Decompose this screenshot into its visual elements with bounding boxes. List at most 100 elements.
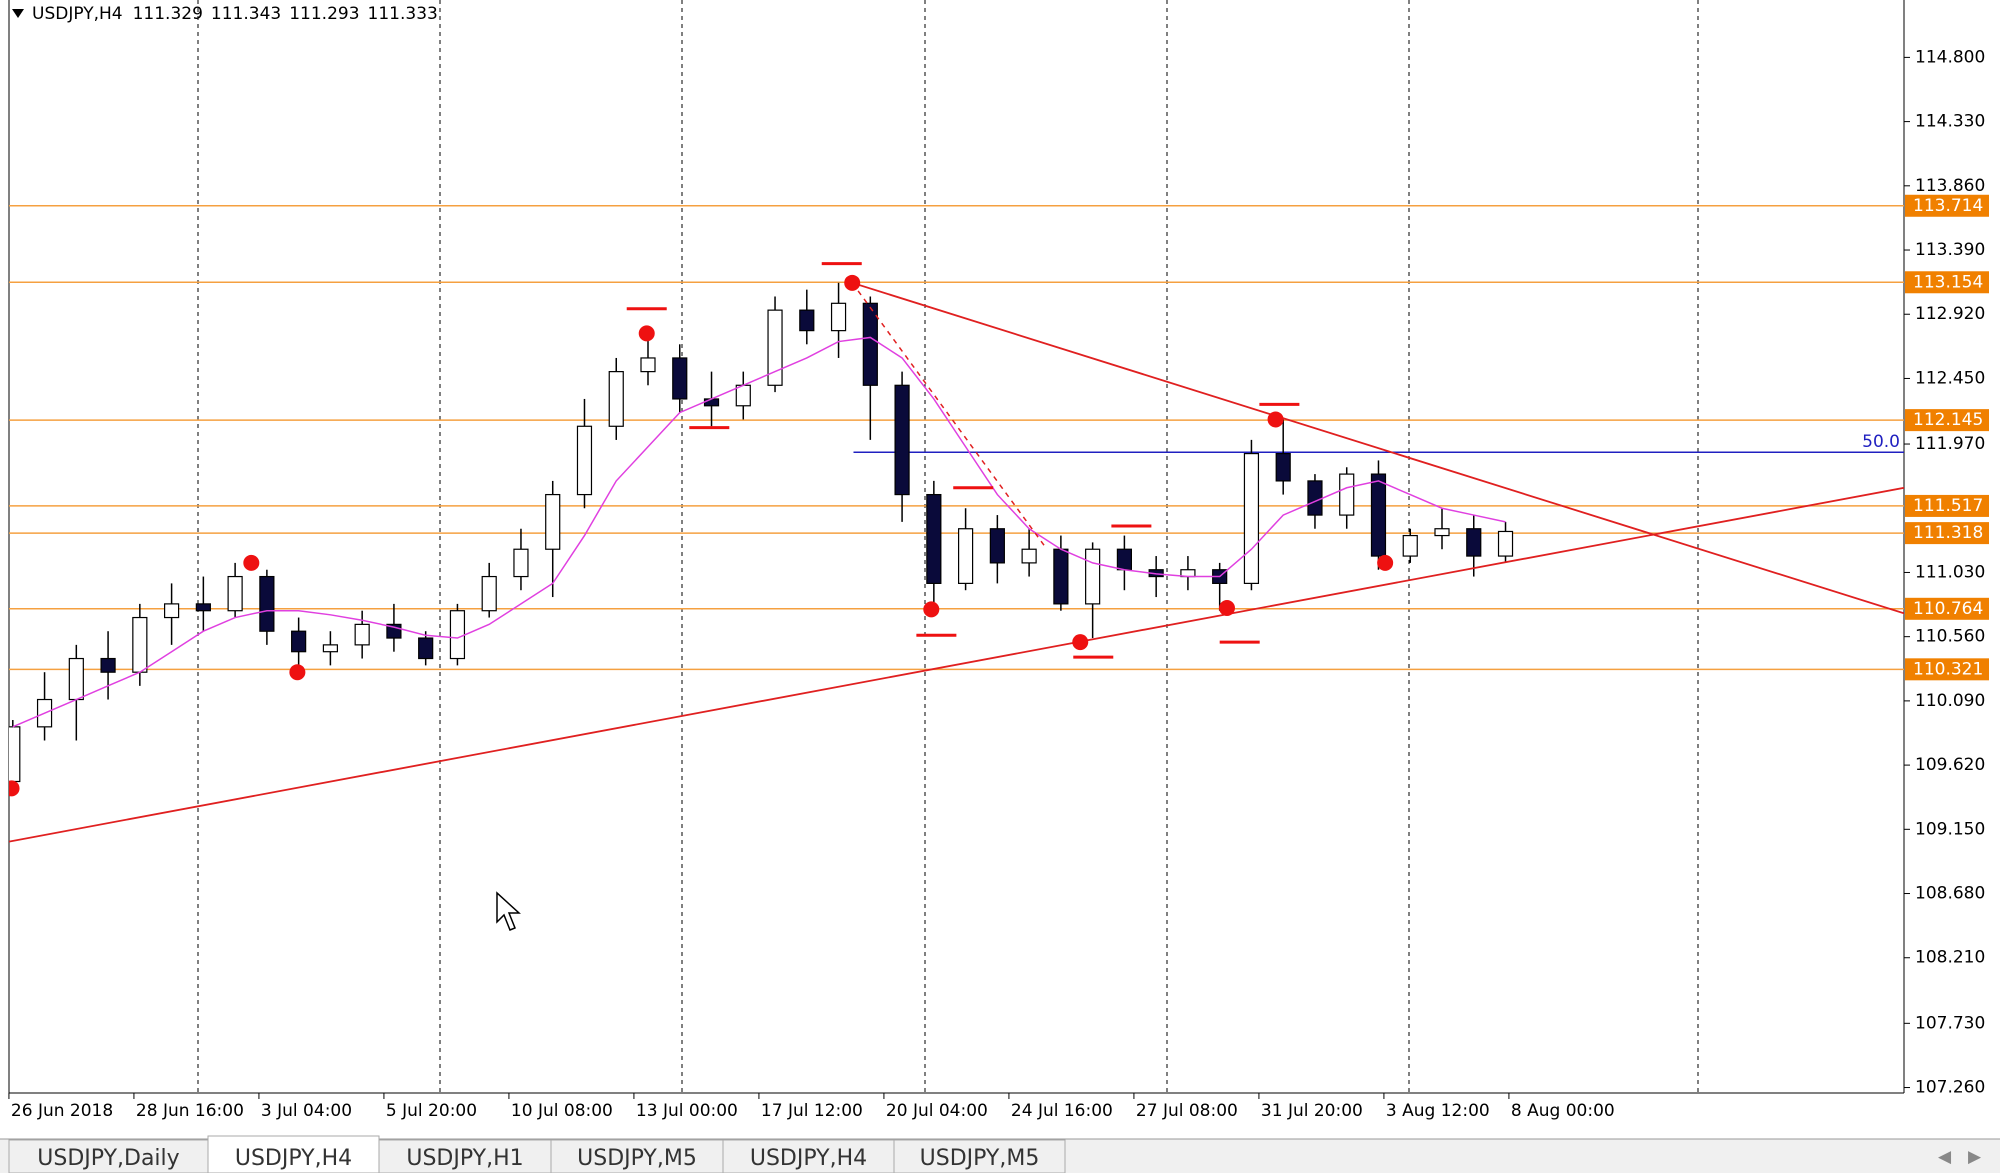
tabs: USDJPY,Daily USDJPY,H4 USDJPY,H1 USDJPY,M5 U… [8,1135,1066,1173]
x-tick-label: 26 Jun 2018 [11,1101,113,1121]
candle-body [1053,548,1069,605]
header-high: 111.343 [211,4,281,24]
price-level-label: 113.154 [1913,272,1983,292]
fractal-dot [1377,554,1394,571]
y-tick-label: 109.620 [1915,755,1985,775]
candle-body [132,616,148,673]
x-tick-label: 3 Aug 12:00 [1386,1101,1490,1121]
candle-body [164,603,180,619]
menu-arrow[interactable] [12,9,24,18]
candle-body [1307,480,1323,516]
price-level-label-box [1905,409,1989,432]
y-tick-label: 113.860 [1915,176,1985,196]
candle-body [1116,548,1133,571]
dashed-trendline [851,282,1047,549]
candle-body [1021,548,1037,564]
fractal-dot [638,325,655,342]
tab[interactable] [8,1139,209,1173]
x-tick-label: 20 Jul 04:00 [886,1101,988,1121]
tab[interactable] [722,1139,895,1173]
candle-body [545,493,561,550]
y-tick-label: 111.030 [1915,562,1985,582]
candle-body [830,302,847,332]
candle-body [259,575,275,632]
y-tick-label: 107.730 [1915,1013,1985,1033]
y-tick-label: 114.800 [1915,47,1985,67]
candle-body [608,371,624,427]
candle-body [513,548,529,578]
header-low: 111.293 [289,4,359,24]
fib-label: 50.0 [1862,432,1900,452]
candle-body [576,425,593,496]
y-tick-label: 113.390 [1915,240,1985,260]
x-tick-label: 13 Jul 00:00 [636,1101,738,1121]
candle-body [1402,534,1418,557]
candle-body [1243,452,1260,584]
header-open: 111.329 [133,4,203,24]
header: USDJPY,H4 111.329 111.343 111.293 111.333 [32,4,438,24]
y-tick-label: 108.210 [1915,948,1985,968]
price-level-label-box [1905,658,1989,681]
price-level-label-box [1905,194,1989,217]
moving-average [12,336,1506,728]
tab[interactable] [378,1139,552,1173]
candle-body [1466,528,1482,557]
fractal-dot [1218,599,1235,616]
y-tick-label: 108.680 [1915,884,1985,904]
tab[interactable] [893,1139,1066,1173]
fractal-dot [243,554,260,571]
y-tick-label: 111.970 [1915,434,1985,454]
y-tick-label: 112.450 [1915,368,1985,388]
fractal-dot [923,601,940,618]
scroll-right[interactable]: ▶ [1968,1147,1982,1167]
tab[interactable] [550,1139,724,1173]
candle-body [1339,473,1355,516]
candle-body [703,398,720,407]
candle-body [640,357,656,373]
price-level-label: 111.517 [1913,496,1983,516]
candle-body [449,610,466,660]
price-level-label-box [1905,494,1989,517]
candle-body [1085,548,1101,605]
candle-body [1434,528,1450,537]
candle-body [926,493,942,584]
tab-label[interactable]: USDJPY,H1 [406,1146,523,1171]
tab-label[interactable]: USDJPY,M5 [577,1146,697,1171]
fractal-dot [1267,411,1284,428]
candle-body [672,357,688,400]
candle-body [767,309,783,386]
scroll-left[interactable]: ◀ [1938,1147,1952,1167]
x-tick-label: 24 Jul 16:00 [1011,1101,1113,1121]
symbol: USDJPY,H4 [32,4,123,24]
mouse-cursor [496,891,521,931]
fractal-dot [1072,634,1089,651]
tab-active[interactable] [207,1135,380,1173]
trendline [851,281,1904,615]
candle-body [1370,473,1387,557]
y-tick-label: 114.330 [1915,112,1985,132]
candle-body [799,309,815,332]
price-level-label-box [1905,271,1989,294]
fractal-dot [844,274,861,291]
x-tick-label: 10 Jul 08:00 [511,1101,613,1121]
candle-body [481,575,497,612]
x-tick-label: 31 Jul 20:00 [1261,1101,1363,1121]
y-tick-label: 110.090 [1915,691,1985,711]
plot-area [9,205,1904,843]
candle-body [735,384,751,407]
price-level-label: 111.318 [1913,523,1983,543]
tab-label[interactable]: USDJPY,M5 [920,1146,1040,1171]
candle-body [100,657,116,673]
candle-body [68,657,84,701]
candle-body [1275,452,1291,482]
tab-label[interactable]: USDJPY,Daily [37,1146,179,1171]
candle-body [894,384,910,496]
tab-label[interactable]: USDJPY,H4 [750,1146,867,1171]
x-tick-label: 8 Aug 00:00 [1511,1101,1615,1121]
header-close: 111.333 [368,4,438,24]
tab-label[interactable]: USDJPY,H4 [235,1146,352,1171]
y-tick-label: 107.260 [1915,1078,1985,1098]
